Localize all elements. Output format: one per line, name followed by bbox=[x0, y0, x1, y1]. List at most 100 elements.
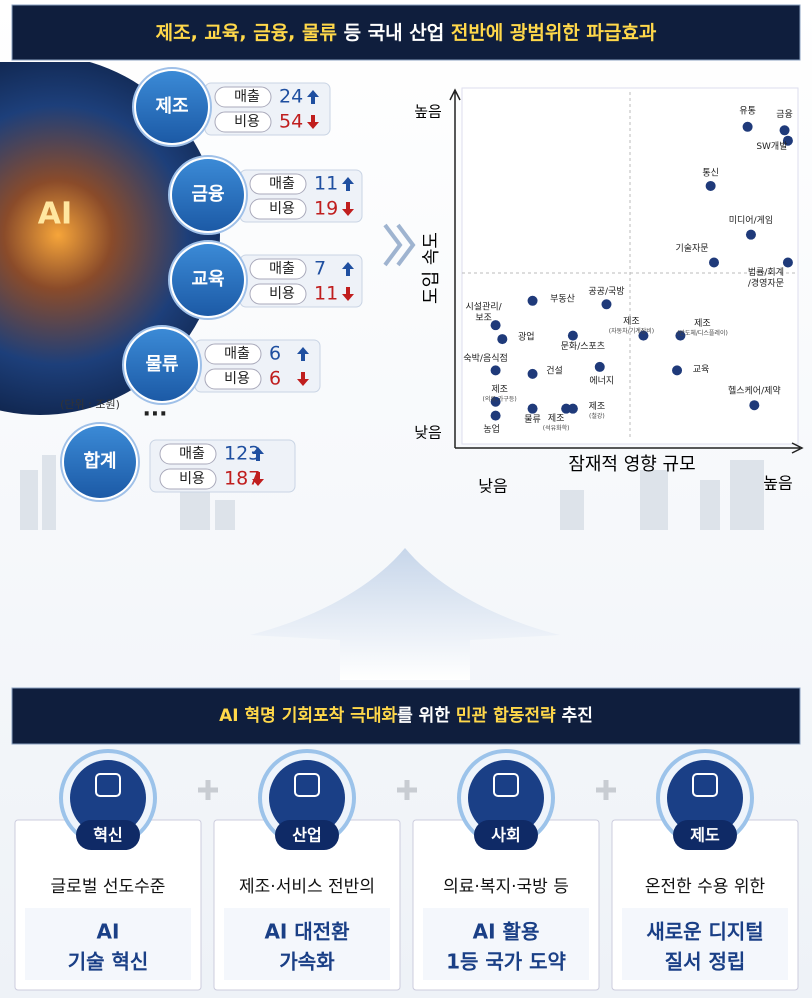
metric-label-pill bbox=[204, 343, 262, 365]
point-label: 광업 bbox=[518, 331, 535, 343]
metric-value: 123 bbox=[224, 443, 260, 465]
metric-value: 24 bbox=[279, 86, 303, 108]
trend-arrow bbox=[252, 472, 264, 486]
metric-label: 매출 bbox=[234, 89, 260, 105]
metric-label-pill bbox=[249, 283, 307, 305]
card-subtitle: 제조·서비스 전반의 bbox=[239, 877, 375, 897]
metric-label-pill bbox=[214, 86, 272, 108]
banner-segment: 추진 bbox=[556, 706, 593, 726]
metric-label: 매출 bbox=[269, 261, 295, 277]
tag-pill bbox=[275, 820, 339, 850]
scatter-point bbox=[705, 180, 716, 191]
unit-note: (단위 : 조원) bbox=[60, 398, 120, 411]
metric-label: 비용 bbox=[224, 371, 250, 387]
metric-label-pill bbox=[214, 111, 272, 133]
icon-glyph bbox=[493, 773, 519, 797]
industry-badge-fill bbox=[172, 244, 244, 316]
y-high-label: 높음 bbox=[414, 103, 442, 121]
scatter-point bbox=[490, 410, 501, 421]
scatter-point bbox=[779, 125, 790, 136]
metric-value: 11 bbox=[314, 283, 338, 305]
ellipsis: ··· bbox=[142, 402, 167, 427]
industry-badge-fill bbox=[64, 426, 136, 498]
scatter-point bbox=[782, 135, 793, 146]
metric-label: 비용 bbox=[269, 286, 295, 302]
card-headline: 1등 국가 도약 bbox=[446, 950, 566, 974]
plus-sign bbox=[596, 780, 616, 800]
scatter-point bbox=[527, 295, 538, 306]
headline-box bbox=[224, 908, 390, 980]
point-label: 제조 bbox=[589, 401, 606, 412]
point-label: 제조 bbox=[491, 384, 508, 395]
point-label: 건설 bbox=[546, 365, 563, 376]
point-note: (철강) bbox=[589, 412, 605, 420]
cityscape bbox=[20, 455, 764, 530]
x-low-label: 낮음 bbox=[478, 477, 507, 496]
industry-badge-fill bbox=[136, 71, 208, 143]
scatter-point bbox=[638, 330, 649, 341]
card-headline: 기술 혁신 bbox=[68, 950, 149, 974]
card-headline: AI 대전환 bbox=[264, 920, 350, 944]
icon-glyph bbox=[294, 773, 320, 797]
banner-segment: 전반에 광범위한 파급효과 bbox=[451, 22, 657, 44]
scatter-point bbox=[527, 368, 538, 379]
card-headline: AI bbox=[97, 920, 120, 944]
banner-segment: AI 혁명 기회포착 극대화 bbox=[219, 705, 397, 726]
card-tag: 산업 bbox=[292, 826, 321, 845]
point-label: 숙박/음식점 bbox=[463, 352, 507, 364]
point-label: 공공/국방 bbox=[588, 286, 624, 297]
industry-name: 교육 bbox=[191, 269, 224, 290]
card-subtitle: 온전한 수용 위한 bbox=[645, 877, 766, 897]
card-tag: 혁신 bbox=[93, 826, 122, 845]
scatter-point bbox=[567, 330, 578, 341]
svg-text:AI: AI bbox=[38, 197, 72, 232]
card-subtitle: 의료·복지·국방 등 bbox=[443, 877, 569, 897]
metric-label: 비용 bbox=[269, 201, 295, 217]
point-note: (반도체/디스플레이) bbox=[677, 329, 728, 337]
point-label: SW개발 bbox=[756, 141, 787, 152]
scatter-point bbox=[675, 330, 686, 341]
trend-arrow bbox=[307, 115, 319, 129]
trend-arrow bbox=[252, 447, 264, 461]
metric-value: 54 bbox=[279, 111, 303, 133]
industry-name: 금융 bbox=[191, 184, 224, 205]
card-headline: 질서 정립 bbox=[665, 950, 746, 974]
metric-value: 7 bbox=[314, 258, 326, 280]
point-label: 미디어/게임 bbox=[729, 214, 773, 226]
x-high-label: 높음 bbox=[763, 474, 792, 493]
point-label: 제조 bbox=[694, 318, 711, 329]
trend-arrow bbox=[307, 90, 319, 104]
scatter-point bbox=[497, 334, 508, 345]
point-label: 농업 bbox=[483, 424, 500, 435]
headline-box bbox=[423, 908, 589, 980]
card-headline: 새로운 디지털 bbox=[646, 920, 763, 944]
scatter-point bbox=[782, 257, 793, 268]
point-label: 물류 bbox=[524, 414, 541, 425]
scatter-point bbox=[490, 365, 501, 376]
trend-arrow bbox=[297, 347, 309, 361]
metric-label-pill bbox=[204, 368, 262, 390]
metric-label-pill bbox=[159, 443, 217, 465]
y-axis bbox=[449, 88, 461, 448]
top-banner bbox=[11, 4, 801, 61]
card-headline: 가속화 bbox=[279, 950, 335, 974]
point-label: 법률/회계 bbox=[748, 266, 784, 278]
icon-circle bbox=[70, 760, 146, 836]
metric-value: 6 bbox=[269, 368, 281, 390]
chevrons bbox=[383, 223, 416, 267]
icon-glyph bbox=[692, 773, 718, 797]
metric-label: 매출 bbox=[179, 446, 205, 462]
scatter-point bbox=[745, 229, 756, 240]
metric-label-pill bbox=[159, 468, 217, 490]
industry-badge-fill bbox=[126, 329, 198, 401]
metric-value: 6 bbox=[269, 343, 281, 365]
bottom-banner-title: AI 혁명 기회포착 극대화를 위한 민관 합동전략 추진 bbox=[219, 705, 593, 726]
icon-glyph bbox=[95, 773, 121, 797]
card-headline: AI 활용 bbox=[473, 920, 540, 944]
point-label: 부동산 bbox=[550, 293, 575, 304]
